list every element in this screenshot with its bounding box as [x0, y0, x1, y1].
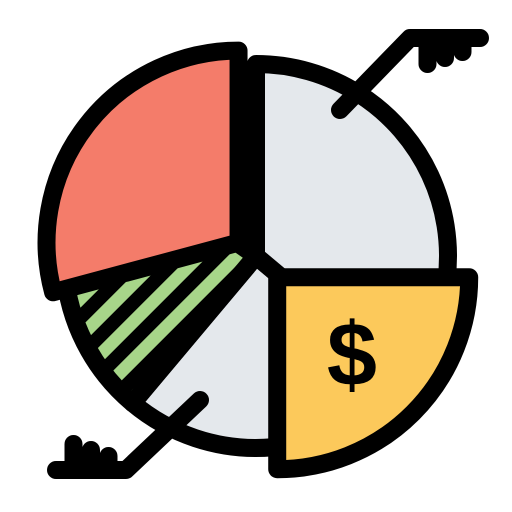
- pie-chart-icon: $: [0, 0, 512, 512]
- dollar-icon: $: [327, 306, 377, 406]
- pie-slice-top-left: [47, 51, 239, 293]
